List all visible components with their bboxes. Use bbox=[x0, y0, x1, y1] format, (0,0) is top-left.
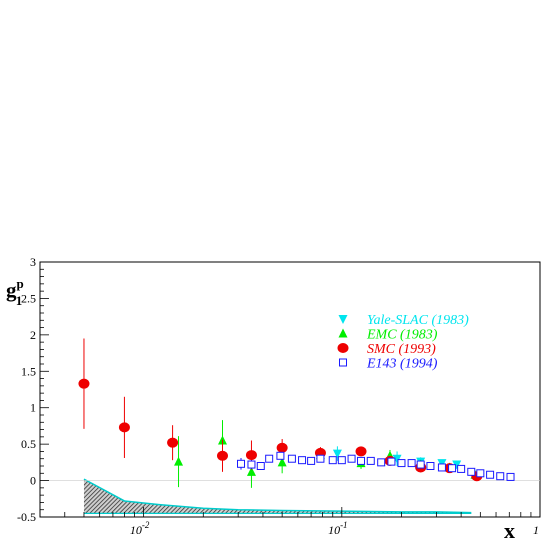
data-point bbox=[457, 464, 466, 473]
legend-label: Yale-SLAC (1983) bbox=[367, 313, 469, 328]
legend-label: EMC (1983) bbox=[366, 328, 438, 343]
data-point bbox=[397, 459, 406, 468]
x-tick-base: 10 bbox=[328, 523, 340, 537]
y-tick-label: 2 bbox=[30, 328, 36, 342]
data-point bbox=[328, 456, 337, 465]
x-tick-base: 1 bbox=[533, 523, 539, 537]
data-point bbox=[496, 472, 505, 481]
data-point bbox=[307, 456, 316, 465]
data-point bbox=[245, 450, 257, 461]
x-tick-label: 10-2 bbox=[130, 520, 150, 537]
data-point bbox=[392, 454, 402, 464]
legend-marker bbox=[338, 328, 348, 338]
data-point bbox=[448, 464, 457, 473]
data-point bbox=[337, 456, 346, 465]
y-tick-label: -0.5 bbox=[17, 510, 36, 524]
data-point bbox=[452, 460, 462, 470]
y-axis-label-base: g bbox=[6, 278, 17, 302]
data-point bbox=[476, 469, 485, 478]
data-point bbox=[316, 454, 325, 463]
x-axis: 10-2 10-1 1 bbox=[39, 507, 541, 537]
x-tick-label: 1 bbox=[533, 523, 539, 537]
data-point bbox=[486, 470, 495, 479]
legend-marker bbox=[339, 358, 347, 367]
data-point bbox=[506, 472, 515, 481]
legend-label: E143 (1994) bbox=[366, 357, 438, 372]
data-point bbox=[426, 462, 435, 470]
legend-marker bbox=[337, 343, 349, 353]
data-point bbox=[277, 457, 287, 467]
x-axis-label: x bbox=[504, 518, 515, 543]
band-edge bbox=[83, 478, 472, 514]
data-point bbox=[287, 454, 296, 463]
data-point bbox=[366, 456, 375, 465]
y-tick-label: 1 bbox=[30, 401, 36, 415]
y-axis-label-sub: 1 bbox=[16, 293, 23, 308]
data-point bbox=[237, 459, 246, 468]
x-tick-exponent: -1 bbox=[340, 520, 348, 530]
data-point bbox=[246, 466, 256, 476]
y-tick-label: 0.5 bbox=[21, 437, 36, 451]
x-tick-exponent: -2 bbox=[142, 520, 150, 530]
data-point bbox=[174, 456, 184, 466]
data-point bbox=[216, 450, 228, 461]
data-point bbox=[467, 467, 476, 476]
y-tick-label: 2.5 bbox=[21, 291, 36, 305]
data-point bbox=[377, 458, 386, 467]
data-point bbox=[355, 446, 367, 457]
data-point bbox=[416, 460, 425, 469]
data-point bbox=[78, 378, 90, 389]
data-points bbox=[78, 338, 515, 488]
y-tick-label: 1.5 bbox=[21, 364, 36, 378]
y-tick-label: 3 bbox=[30, 255, 36, 269]
data-point bbox=[407, 459, 416, 468]
data-point bbox=[347, 454, 356, 463]
y-axis-label: gp 1 bbox=[6, 276, 24, 308]
x-tick-label: 10-1 bbox=[328, 520, 348, 537]
x-tick-base: 10 bbox=[130, 523, 142, 537]
data-point bbox=[265, 454, 274, 463]
y-axis: -0.5 0 0.5 1 1.5 2 2.5 3 bbox=[17, 255, 49, 524]
data-point bbox=[167, 437, 179, 448]
data-point bbox=[256, 462, 265, 470]
y-tick-label: 0 bbox=[30, 474, 36, 488]
data-point bbox=[357, 456, 366, 465]
data-point bbox=[332, 449, 342, 459]
series-3 bbox=[237, 451, 515, 481]
plot-frame bbox=[39, 261, 541, 518]
y-axis-label-sup: p bbox=[17, 276, 24, 291]
data-point bbox=[247, 460, 256, 469]
band-area bbox=[83, 479, 472, 514]
systematic-error-band bbox=[83, 478, 472, 514]
data-point bbox=[276, 442, 288, 453]
legend: Yale-SLAC (1983)EMC (1983)SMC (1993)E143… bbox=[337, 313, 469, 372]
data-point bbox=[437, 463, 446, 472]
legend-label: SMC (1993) bbox=[367, 342, 436, 357]
data-point bbox=[387, 457, 396, 466]
data-point bbox=[298, 456, 307, 465]
data-point bbox=[118, 422, 130, 433]
data-point bbox=[276, 451, 285, 460]
legend-marker bbox=[338, 315, 348, 324]
